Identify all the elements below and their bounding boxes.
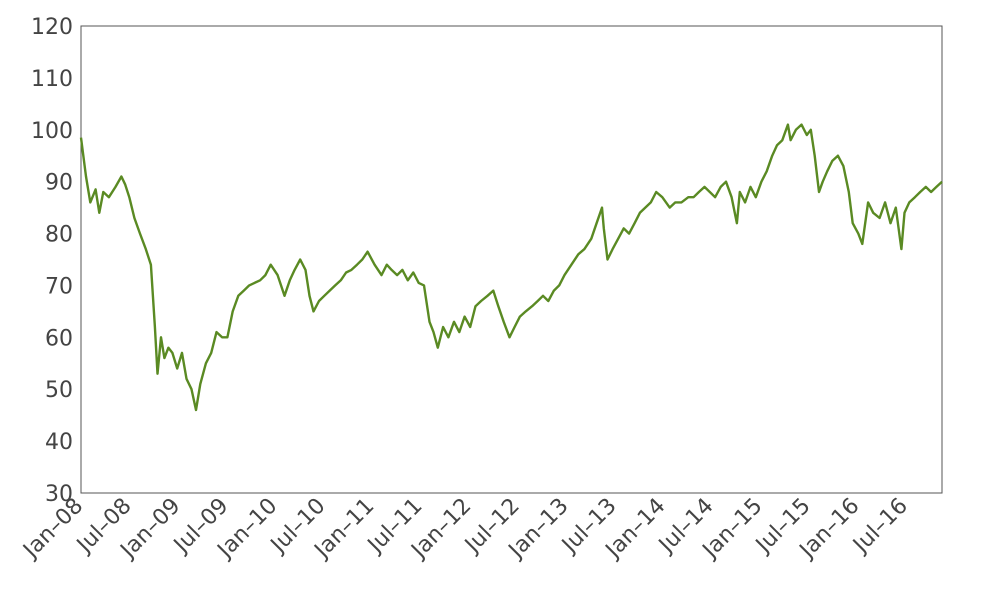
y-tick-label: 60 xyxy=(45,326,73,351)
y-tick-label: 100 xyxy=(31,119,73,144)
series-line xyxy=(79,123,943,412)
plot-area-frame xyxy=(80,25,943,494)
y-tick-label: 90 xyxy=(45,171,73,196)
x-axis-ticks: Jan–08Jul–08Jan–09Jul–09Jan–10Jul–10Jan–… xyxy=(18,494,913,565)
y-tick-label: 110 xyxy=(31,67,73,92)
y-tick-label: 80 xyxy=(45,223,73,248)
y-axis-ticks: 30 40 50 60 70 80 90 100 110 120 xyxy=(31,15,73,507)
y-tick-label: 50 xyxy=(45,378,73,403)
y-tick-label: 70 xyxy=(45,274,73,299)
y-tick-label: 30 xyxy=(45,482,73,507)
y-tick-label: 40 xyxy=(45,430,73,455)
y-tick-label: 120 xyxy=(31,15,73,40)
x-tick-label: Jul–16 xyxy=(847,494,912,559)
